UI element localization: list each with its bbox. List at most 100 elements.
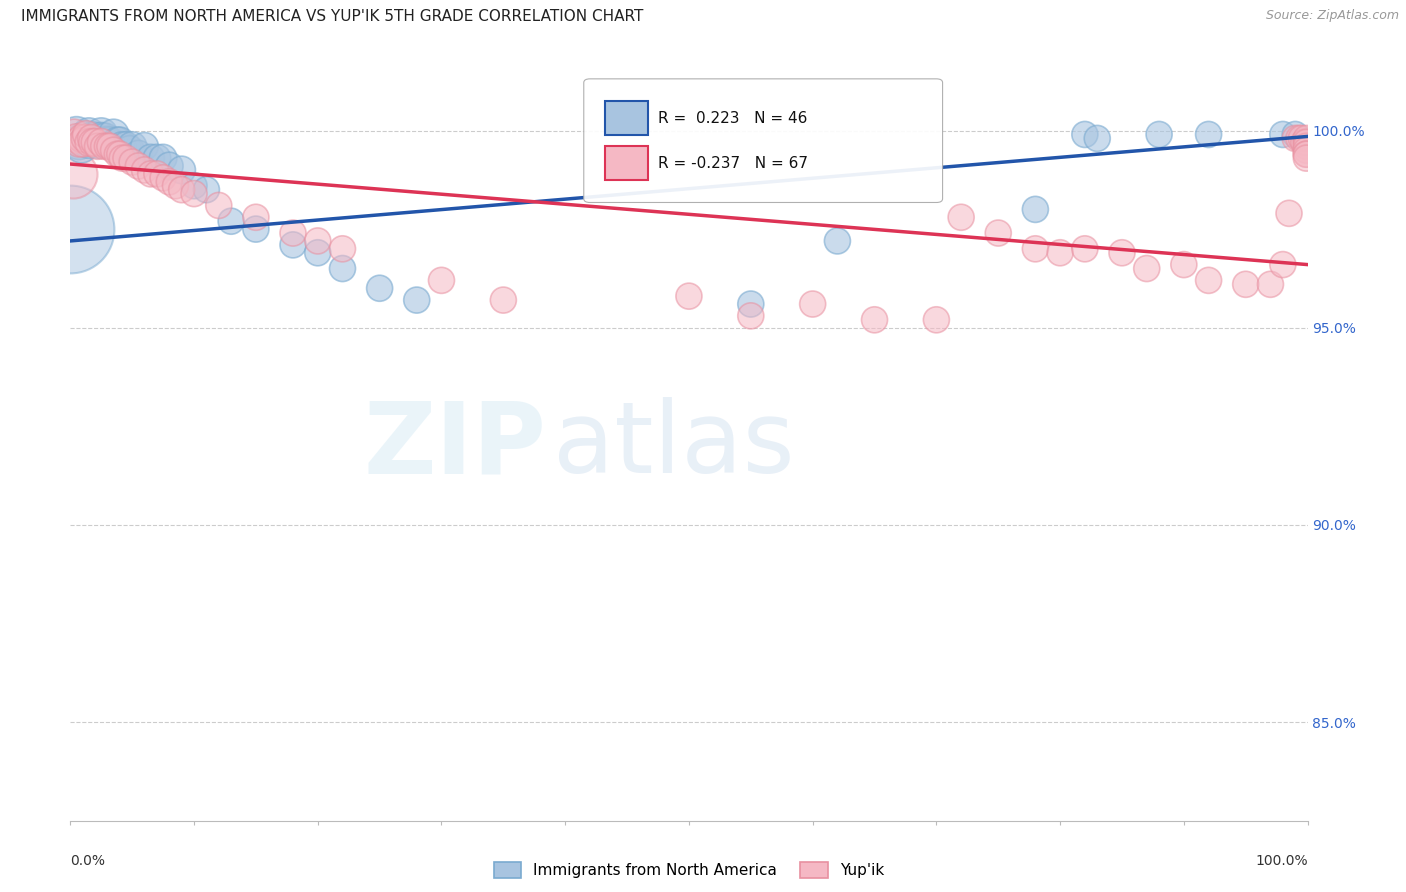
Point bbox=[96, 136, 118, 150]
Point bbox=[70, 131, 93, 145]
Point bbox=[1295, 151, 1317, 165]
Point bbox=[195, 183, 218, 197]
Point bbox=[1288, 131, 1310, 145]
Point bbox=[332, 242, 354, 256]
Point bbox=[1278, 206, 1301, 220]
Point bbox=[1173, 258, 1195, 272]
Point bbox=[827, 234, 849, 248]
Point bbox=[93, 139, 115, 153]
Point bbox=[1284, 128, 1306, 142]
Point bbox=[152, 151, 174, 165]
Point bbox=[103, 128, 125, 142]
Point bbox=[1292, 136, 1315, 150]
Point bbox=[111, 151, 134, 165]
Point bbox=[84, 136, 107, 150]
Point bbox=[121, 139, 143, 153]
Point bbox=[65, 131, 87, 145]
Point bbox=[1085, 131, 1108, 145]
Point bbox=[127, 147, 149, 161]
Point bbox=[80, 131, 103, 145]
Point bbox=[863, 313, 886, 327]
Point bbox=[245, 211, 267, 225]
Text: 100.0%: 100.0% bbox=[1256, 855, 1308, 868]
Point bbox=[1074, 128, 1097, 142]
Point bbox=[740, 297, 762, 311]
Point bbox=[67, 136, 90, 150]
Point bbox=[90, 131, 112, 145]
Point bbox=[1136, 261, 1159, 276]
Point bbox=[183, 186, 205, 201]
Point bbox=[1295, 143, 1317, 157]
Text: R =  0.223   N = 46: R = 0.223 N = 46 bbox=[658, 112, 807, 126]
Text: Source: ZipAtlas.com: Source: ZipAtlas.com bbox=[1265, 9, 1399, 22]
Text: IMMIGRANTS FROM NORTH AMERICA VS YUP'IK 5TH GRADE CORRELATION CHART: IMMIGRANTS FROM NORTH AMERICA VS YUP'IK … bbox=[21, 9, 644, 24]
Point bbox=[987, 226, 1010, 240]
Point bbox=[1271, 128, 1294, 142]
Point bbox=[98, 136, 121, 150]
Legend: Immigrants from North America, Yup'ik: Immigrants from North America, Yup'ik bbox=[488, 855, 890, 884]
Point bbox=[75, 131, 97, 145]
Point bbox=[75, 131, 97, 145]
Point bbox=[94, 131, 117, 145]
Point bbox=[139, 167, 162, 181]
Point bbox=[115, 151, 138, 165]
Point bbox=[678, 289, 700, 303]
Point bbox=[72, 136, 94, 150]
Point bbox=[108, 147, 131, 161]
Point bbox=[307, 245, 329, 260]
Point bbox=[925, 313, 948, 327]
Point bbox=[1260, 277, 1282, 292]
Point bbox=[332, 261, 354, 276]
Point bbox=[134, 163, 156, 178]
Point bbox=[62, 167, 84, 181]
Point bbox=[1295, 136, 1317, 150]
Point bbox=[1111, 245, 1133, 260]
Point bbox=[1198, 128, 1220, 142]
Point bbox=[1295, 131, 1317, 145]
Point bbox=[84, 131, 107, 145]
Point bbox=[118, 143, 141, 157]
Point bbox=[183, 178, 205, 193]
Point bbox=[105, 147, 128, 161]
Point bbox=[801, 297, 824, 311]
Point bbox=[1234, 277, 1257, 292]
Point bbox=[157, 175, 180, 189]
Point bbox=[1295, 147, 1317, 161]
Point bbox=[368, 281, 391, 295]
Point bbox=[77, 128, 100, 142]
Point bbox=[1024, 202, 1046, 217]
Point bbox=[1074, 242, 1097, 256]
Point bbox=[121, 155, 143, 169]
Point bbox=[139, 151, 162, 165]
FancyBboxPatch shape bbox=[605, 146, 648, 180]
Point bbox=[208, 198, 231, 212]
FancyBboxPatch shape bbox=[605, 102, 648, 135]
Point bbox=[82, 131, 104, 145]
Point bbox=[1271, 258, 1294, 272]
Point bbox=[108, 136, 131, 150]
Point bbox=[105, 136, 128, 150]
Point bbox=[70, 139, 93, 153]
Point bbox=[86, 139, 108, 153]
Point bbox=[111, 139, 134, 153]
Point bbox=[740, 309, 762, 323]
Point bbox=[146, 151, 169, 165]
Point bbox=[86, 136, 108, 150]
Point bbox=[75, 128, 97, 142]
Point bbox=[1291, 131, 1313, 145]
Point bbox=[170, 183, 193, 197]
Point bbox=[281, 238, 304, 252]
Point bbox=[77, 136, 100, 150]
Point bbox=[90, 128, 112, 142]
Point bbox=[82, 136, 104, 150]
Point bbox=[63, 128, 86, 142]
Point bbox=[59, 222, 82, 236]
Point bbox=[67, 136, 90, 150]
Point bbox=[219, 214, 242, 228]
Point bbox=[950, 211, 973, 225]
Text: R = -0.237   N = 67: R = -0.237 N = 67 bbox=[658, 156, 808, 171]
Point bbox=[1295, 147, 1317, 161]
Point bbox=[405, 293, 427, 307]
Point bbox=[430, 273, 453, 287]
Text: atlas: atlas bbox=[553, 398, 794, 494]
